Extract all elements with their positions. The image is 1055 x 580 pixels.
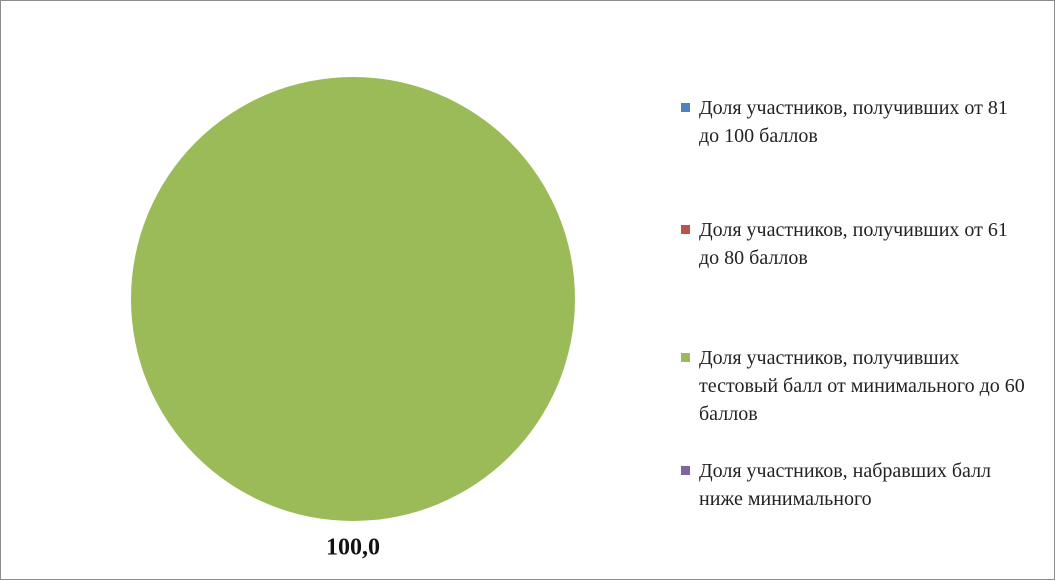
pie-slice (131, 77, 575, 521)
legend-label: Доля участников, получивших от 61 до 80 … (699, 219, 1008, 269)
legend-item: Доля участников, получивших от 61 до 80 … (681, 216, 1033, 272)
legend-item: Доля участников, получивших от 81 до 100… (681, 94, 1033, 150)
legend-label: Доля участников, набравших балл ниже мин… (699, 460, 992, 510)
legend-item: Доля участников, получивших тестовый бал… (681, 344, 1033, 428)
legend-label: Доля участников, получивших тестовый бал… (699, 347, 1025, 425)
legend-swatch (681, 103, 690, 112)
legend-swatch (681, 466, 690, 475)
legend-swatch (681, 225, 690, 234)
legend-swatch (681, 353, 690, 362)
legend-item: Доля участников, набравших балл ниже мин… (681, 457, 1033, 513)
legend-label: Доля участников, получивших от 81 до 100… (699, 97, 1008, 147)
data-label: 100,0 (326, 535, 380, 561)
